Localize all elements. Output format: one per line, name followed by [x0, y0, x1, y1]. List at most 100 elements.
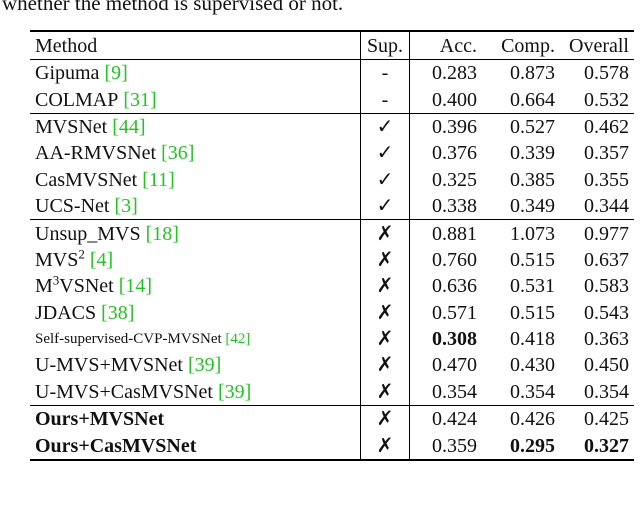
method-cell: U-MVS+MVSNet [39]: [30, 352, 361, 379]
overall-cell: 0.327: [584, 434, 629, 457]
method-cell: U-MVS+CasMVSNet [39]: [30, 378, 361, 406]
comp-cell: 0.873: [510, 62, 555, 85]
supervision-cell: -: [360, 59, 410, 87]
table-row: MVS2 [4] ✗ 0.760 0.515 0.637: [30, 246, 634, 274]
table-row: Ours+CasMVSNet ✗ 0.359 0.295 0.327: [30, 432, 634, 460]
method-name: U-MVS+CasMVSNet: [35, 380, 213, 403]
citation: [4]: [89, 248, 114, 271]
comp-cell: 0.339: [510, 142, 555, 165]
method-name: CasMVSNet: [35, 168, 138, 191]
table-row: CasMVSNet [11] ✓ 0.325 0.385 0.355: [30, 166, 634, 193]
acc-cell: 0.325: [432, 168, 477, 191]
header-cell: Overall: [560, 31, 634, 60]
acc-cell: 0.636: [432, 275, 477, 298]
table-row: MVSNet [44] ✓ 0.396 0.527 0.462: [30, 113, 634, 141]
row-group: Gipuma [9] -0.283 0.873 0.578 COLMAP [31] -0.…: [30, 59, 634, 114]
method-cell: UCS-Net [3]: [30, 192, 361, 220]
table-row: U-MVS+CasMVSNet [39] ✗ 0.354 0.354 0.354: [30, 378, 634, 406]
overall-cell: 0.357: [584, 142, 629, 165]
method-cell: Ours+CasMVSNet: [30, 432, 361, 460]
method-cell: Self-supervised-CVP-MVSNet [42]: [30, 325, 361, 353]
method-name: MVSNet: [35, 115, 108, 138]
citation: [18]: [145, 222, 179, 245]
acc-cell: 0.424: [432, 408, 477, 431]
comp-cell: 0.385: [510, 168, 555, 191]
superscript: 3: [52, 272, 60, 288]
supervision-cell: ✓: [360, 192, 410, 220]
acc-cell: 0.881: [432, 222, 477, 245]
supervision-cell: ✗: [360, 246, 410, 274]
comp-cell: 0.515: [510, 301, 555, 324]
comp-cell: 0.295: [510, 434, 555, 457]
supervision-cell: ✗: [360, 299, 410, 326]
acc-cell: 0.470: [432, 354, 477, 377]
supervision-cell: ✗: [360, 352, 410, 379]
method-cell: MVS2 [4]: [30, 246, 361, 274]
overall-cell: 0.355: [584, 168, 629, 191]
overall-cell: 0.462: [584, 115, 629, 138]
comp-cell: 0.664: [510, 88, 555, 111]
citation: [42]: [225, 331, 251, 348]
method-name: UCS-Net: [35, 195, 110, 218]
citation: [14]: [118, 275, 153, 298]
overall-cell: 0.344: [584, 195, 629, 218]
overall-cell: 0.977: [584, 222, 629, 245]
method-name: U-MVS+MVSNet: [35, 354, 183, 377]
citation: [39]: [187, 354, 222, 377]
supervision-cell: ✓: [360, 166, 410, 193]
method-name: MVS: [35, 248, 79, 271]
citation: [3]: [114, 195, 138, 218]
acc-cell: 0.308: [432, 328, 477, 351]
acc-cell: 0.338: [432, 195, 477, 218]
table-row: Self-supervised-CVP-MVSNet [42] ✗ 0.308 0.4…: [30, 325, 634, 353]
method-cell: M3VSNet [14]: [30, 272, 361, 300]
method-cell: Ours+MVSNet: [30, 405, 361, 433]
header-cell: Sup.: [360, 31, 410, 60]
method-name: COLMAP: [35, 88, 119, 111]
method-name: Ours+CasMVSNet: [35, 434, 197, 457]
method-cell: Gipuma [9]: [30, 59, 361, 87]
acc-cell: 0.354: [432, 380, 477, 403]
method-name: Unsup_MVS: [35, 222, 141, 245]
table-row: JDACS [38] ✗ 0.571 0.515 0.543: [30, 299, 634, 326]
comp-cell: 0.531: [510, 275, 555, 298]
citation: [39]: [217, 380, 252, 403]
table-row: Unsup_MVS [18] ✗ 0.881 1.073 0.977: [30, 219, 634, 247]
supervision-cell: ✗: [360, 405, 410, 433]
table-row: COLMAP [31] -0.400 0.664 0.532: [30, 86, 634, 114]
overall-cell: 0.363: [584, 328, 629, 351]
comp-cell: 0.515: [510, 248, 555, 271]
supervision-cell: ✓: [360, 140, 410, 167]
overall-cell: 0.543: [584, 301, 629, 324]
method-cell: Unsup_MVS [18]: [30, 219, 361, 247]
row-group: Unsup_MVS [18] ✗ 0.881 1.073 0.977 MVS2 [4] ✗ 0…: [30, 219, 634, 406]
comp-cell: 1.073: [510, 222, 555, 245]
acc-cell: 0.400: [432, 88, 477, 111]
header-cell: Acc.: [409, 31, 482, 60]
acc-cell: 0.376: [432, 142, 477, 165]
table-row: M3VSNet [14] ✗ 0.636 0.531 0.583: [30, 272, 634, 300]
method-cell: JDACS [38]: [30, 299, 361, 326]
method-name: VSNet: [59, 275, 114, 298]
method-cell: MVSNet [44]: [30, 113, 361, 141]
acc-cell: 0.396: [432, 115, 477, 138]
table-row: U-MVS+MVSNet [39] ✗ 0.470 0.430 0.450: [30, 352, 634, 379]
superscript: 2: [78, 246, 85, 262]
method-cell: COLMAP [31]: [30, 86, 361, 114]
caption: whether the method is supervised or not.: [2, 0, 344, 15]
header-cell: Comp.: [482, 31, 560, 60]
supervision-cell: -: [360, 86, 410, 114]
acc-cell: 0.359: [432, 434, 477, 457]
header-cell: Method: [30, 31, 361, 60]
row-group: Ours+MVSNet ✗ 0.424 0.426 0.425 Ours+CasMVSNe…: [30, 405, 634, 460]
method-cell: CasMVSNet [11]: [30, 166, 361, 193]
overall-cell: 0.450: [584, 354, 629, 377]
comp-cell: 0.527: [510, 115, 555, 138]
method-name: Gipuma: [35, 62, 100, 85]
results-table: Method Sup. Acc. Comp. Overall Gipuma [9…: [30, 30, 634, 461]
overall-cell: 0.637: [584, 248, 629, 271]
supervision-cell: ✗: [360, 273, 410, 300]
method-cell: AA-RMVSNet [36]: [30, 140, 361, 167]
table-row: Gipuma [9] -0.283 0.873 0.578: [30, 59, 634, 87]
